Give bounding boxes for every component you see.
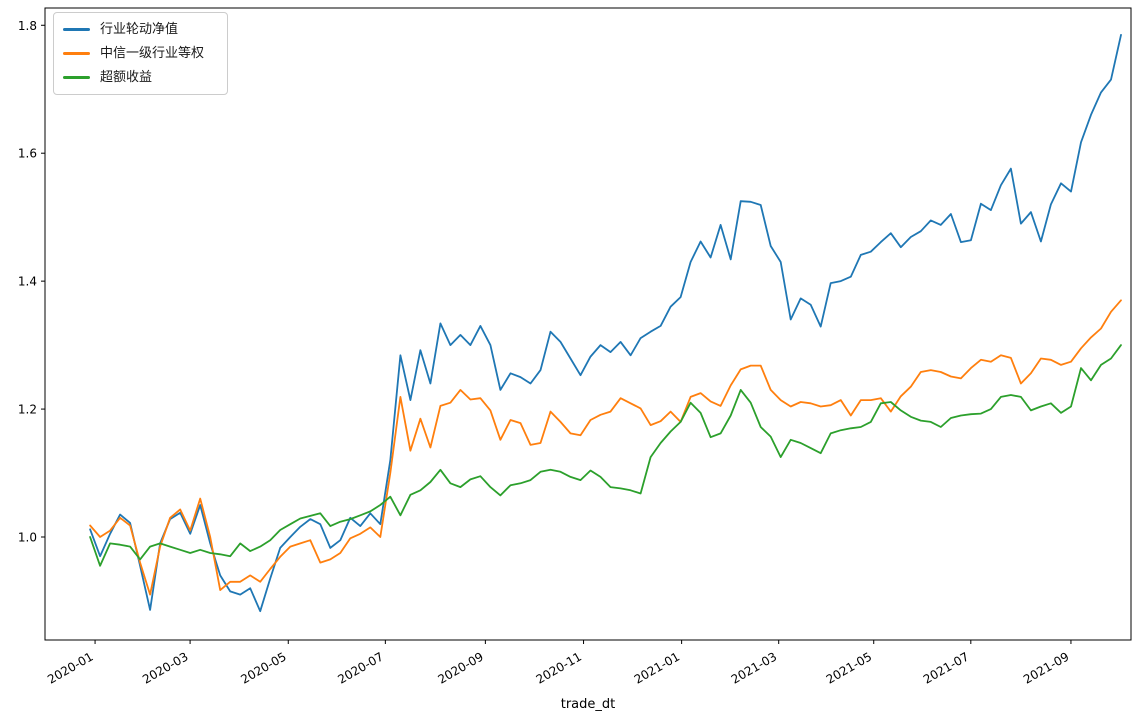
- legend-line-swatch-orange-icon: [63, 52, 90, 55]
- series-line-excess-return: [89, 344, 1122, 567]
- series-line-citic-equal-weight: [89, 299, 1122, 596]
- x-tick-label: 2020-11: [534, 649, 584, 686]
- x-axis-title: trade_dt: [561, 697, 616, 712]
- legend-item-citic-equal-weight: 中信一级行业等权: [63, 44, 217, 63]
- legend-line-swatch-green-icon: [63, 76, 90, 79]
- series-line-rotation-nav: [89, 34, 1122, 613]
- y-tick-label: 1.4: [18, 275, 37, 289]
- legend-label-rotation-nav: 行业轮动净值: [100, 22, 179, 37]
- x-tick-label: 2021-03: [729, 649, 779, 686]
- x-tick-label: 2021-05: [824, 649, 874, 686]
- legend: 行业轮动净值 中信一级行业等权 超额收益: [53, 12, 228, 95]
- y-tick-label: 1.8: [18, 19, 37, 33]
- x-tick-label: 2020-07: [335, 649, 385, 686]
- x-tick-label: 2020-09: [435, 649, 485, 686]
- legend-line-swatch-blue-icon: [63, 28, 90, 31]
- x-tick-label: 2021-09: [1021, 649, 1071, 686]
- y-tick-label: 1.0: [18, 531, 37, 545]
- x-tick-label: 2020-01: [45, 649, 95, 686]
- legend-label-excess-return: 超额收益: [100, 70, 153, 85]
- x-tick-label: 2020-03: [140, 649, 190, 686]
- y-tick-label: 1.6: [18, 147, 37, 161]
- y-tick-label: 1.2: [18, 403, 37, 417]
- legend-item-rotation-nav: 行业轮动净值: [63, 20, 217, 39]
- plot-border: [44, 7, 1132, 641]
- x-tick-label: 2021-07: [921, 649, 971, 686]
- legend-label-citic-equal-weight: 中信一级行业等权: [100, 46, 205, 61]
- x-tick-label: 2021-01: [632, 649, 682, 686]
- legend-item-excess-return: 超额收益: [63, 68, 217, 87]
- x-tick-label: 2020-05: [238, 649, 288, 686]
